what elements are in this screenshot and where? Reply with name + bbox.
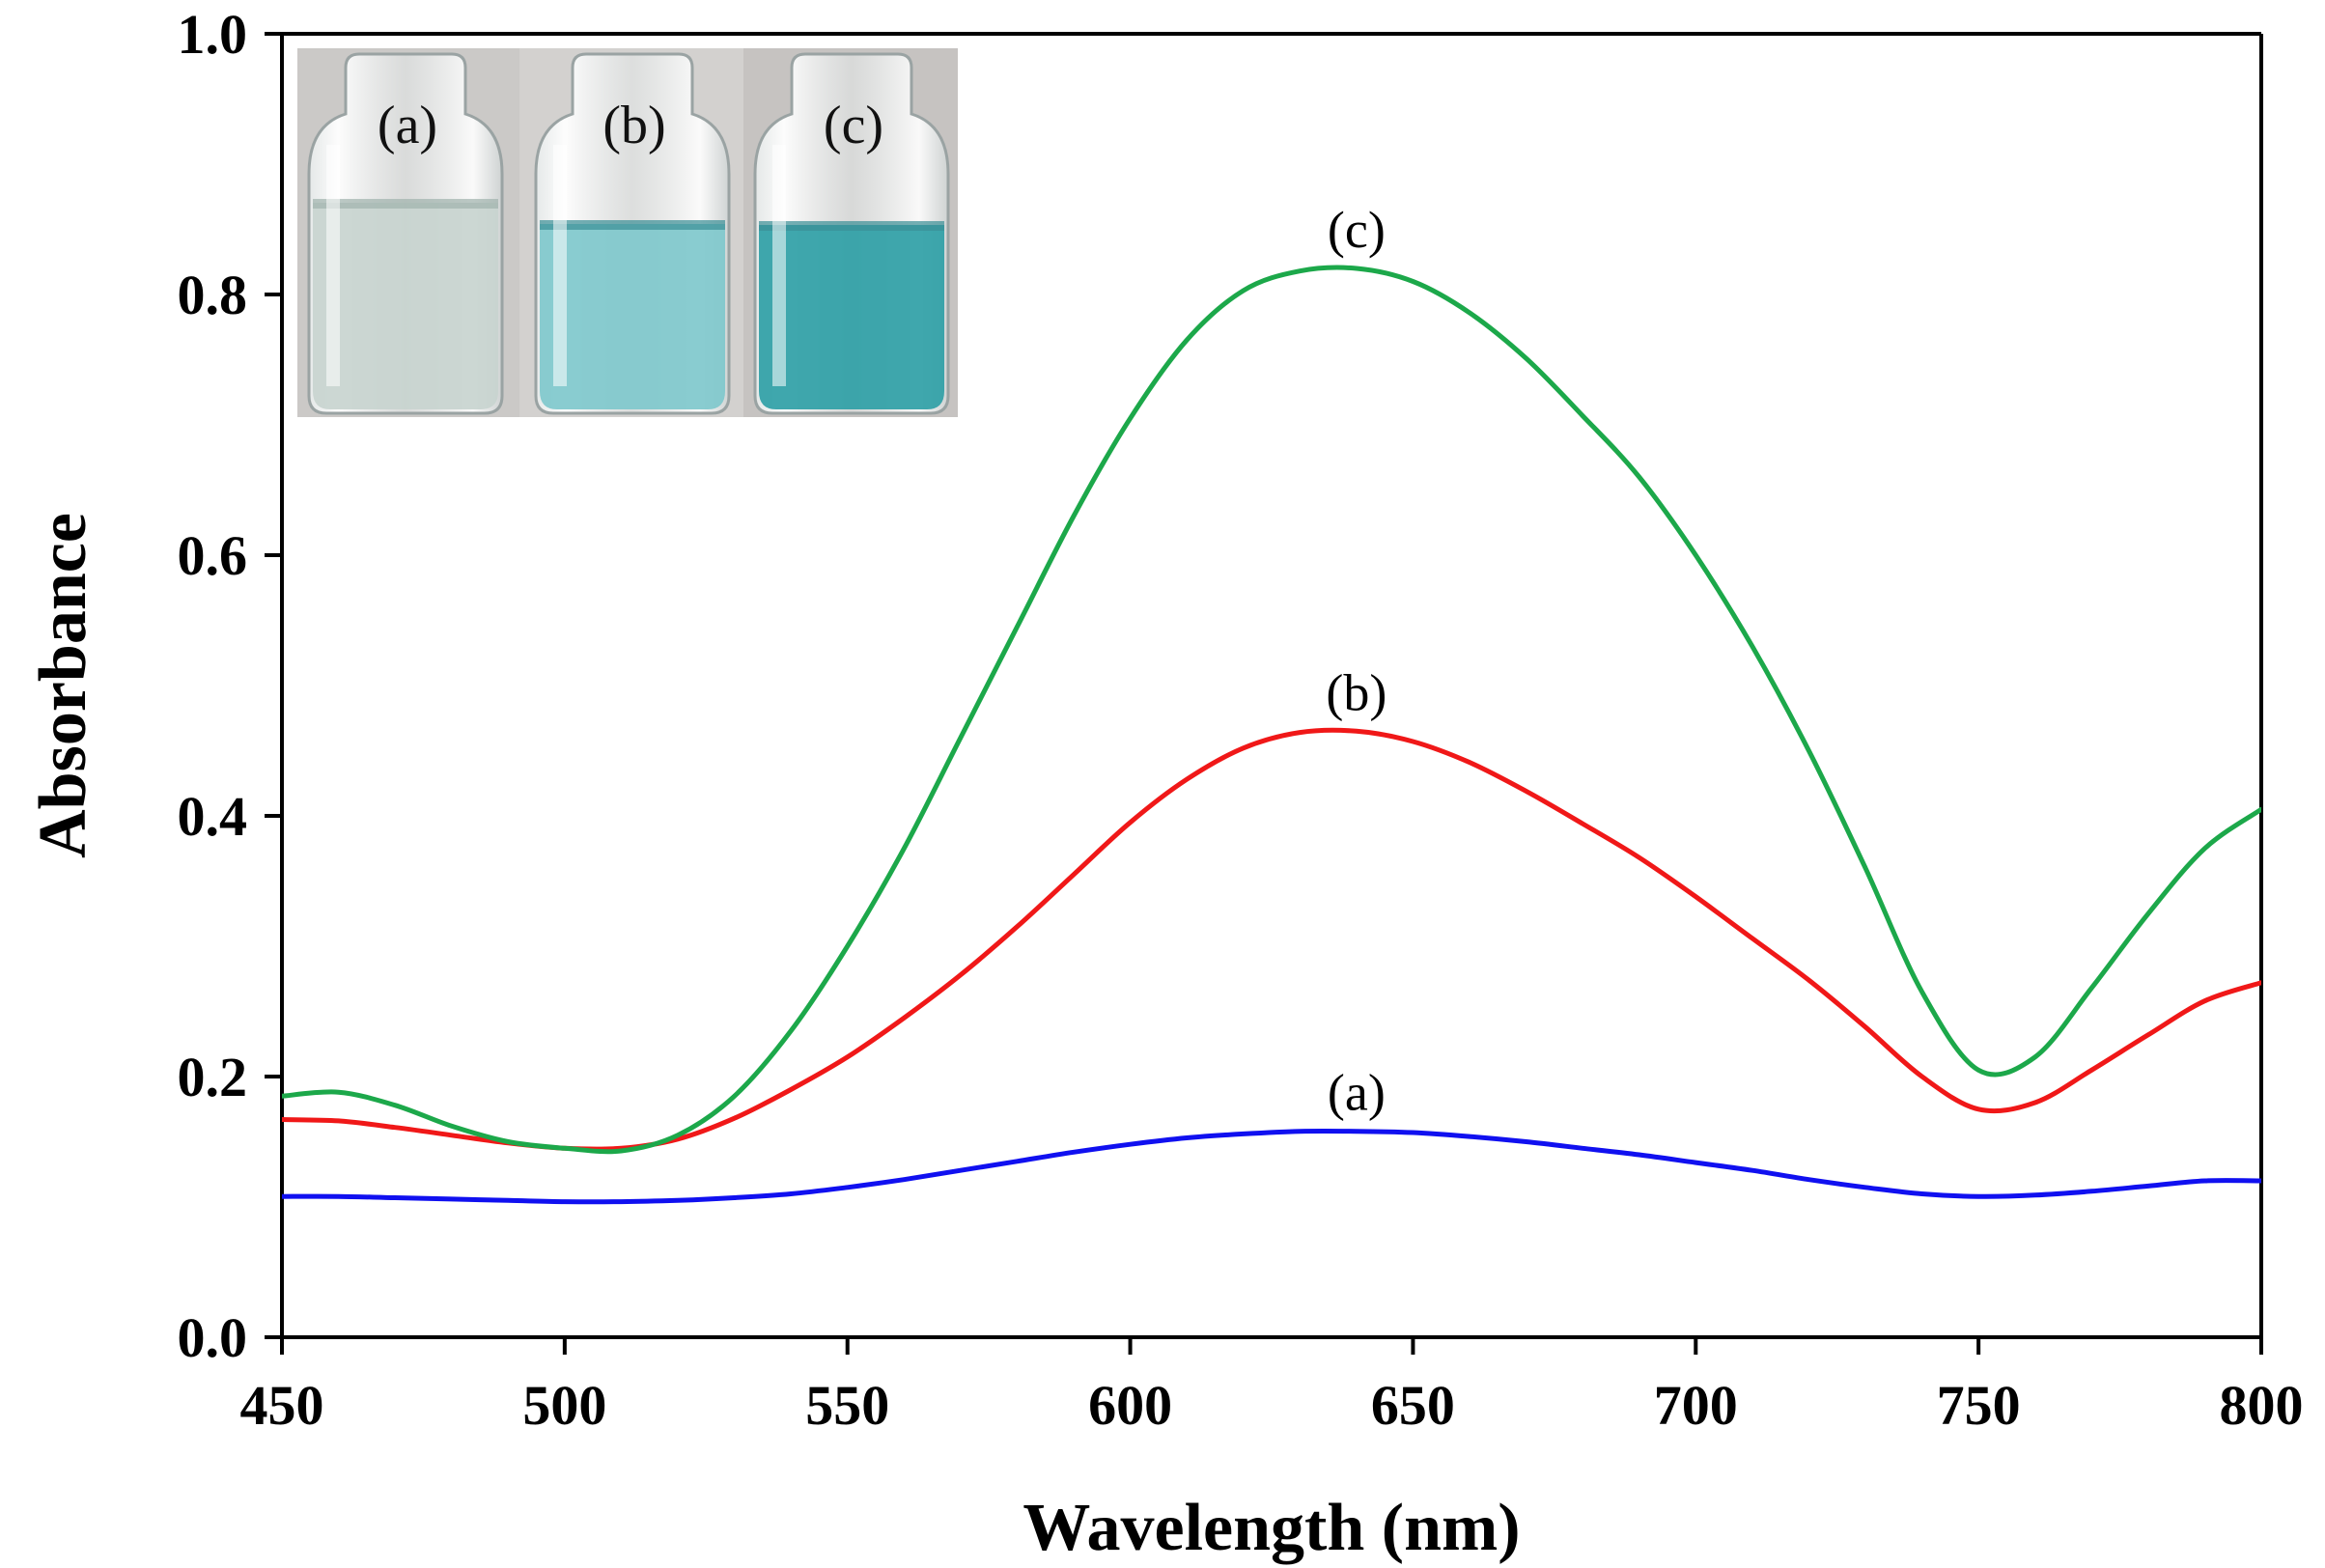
vial-liquid xyxy=(540,224,725,409)
vial-b: (b) xyxy=(534,52,731,415)
series-line-c xyxy=(282,265,2261,1155)
vial-meniscus xyxy=(759,221,944,231)
vial-highlight xyxy=(326,145,340,386)
vial-meniscus xyxy=(540,220,725,230)
x-tick-label: 750 xyxy=(1937,1374,2021,1437)
y-tick-label: 0.6 xyxy=(178,524,248,587)
vial-label: (c) xyxy=(824,96,883,155)
x-tick-label: 600 xyxy=(1088,1374,1172,1437)
vial-liquid xyxy=(759,225,944,409)
x-tick-label: 700 xyxy=(1654,1374,1738,1437)
vial-c: (c) xyxy=(753,52,950,415)
vial-liquid xyxy=(313,203,498,409)
y-axis-title: Absorbance xyxy=(26,513,100,858)
curve-label-b: (b) xyxy=(1326,663,1387,721)
x-tick-label: 650 xyxy=(1371,1374,1455,1437)
x-axis-title: Wavelength (nm) xyxy=(1022,1491,1520,1565)
x-tick-label: 800 xyxy=(2220,1374,2304,1437)
x-tick-label: 550 xyxy=(805,1374,889,1437)
y-tick-label: 0.0 xyxy=(178,1306,248,1369)
x-tick-label: 500 xyxy=(522,1374,606,1437)
curve-label-a: (a) xyxy=(1328,1064,1386,1122)
series-layer xyxy=(282,265,2261,1205)
y-tick-label: 0.2 xyxy=(178,1046,248,1108)
curve-label-c: (c) xyxy=(1328,201,1386,259)
axis-ticks: 450 500 550 600 650 700 750 800 0.0 0.2 0.4 0.6 0.8 1… xyxy=(178,3,2304,1437)
vial-highlight xyxy=(772,145,786,386)
curve-annotations: (a) (b) (c) xyxy=(1326,201,1387,1122)
vial-meniscus xyxy=(313,199,498,209)
x-tick-label: 450 xyxy=(240,1374,324,1437)
vial-a: (a) xyxy=(307,52,504,415)
inset-vial-photo: (a) (b) (c) xyxy=(297,48,958,417)
vial-highlight xyxy=(553,145,567,386)
series-line-b xyxy=(282,727,2261,1152)
vial-label: (b) xyxy=(602,96,665,155)
y-tick-label: 0.8 xyxy=(178,264,248,326)
y-tick-label: 1.0 xyxy=(178,3,248,66)
y-tick-label: 0.4 xyxy=(178,785,248,848)
vial-label: (a) xyxy=(378,96,437,155)
series-line-a xyxy=(282,1128,2261,1205)
